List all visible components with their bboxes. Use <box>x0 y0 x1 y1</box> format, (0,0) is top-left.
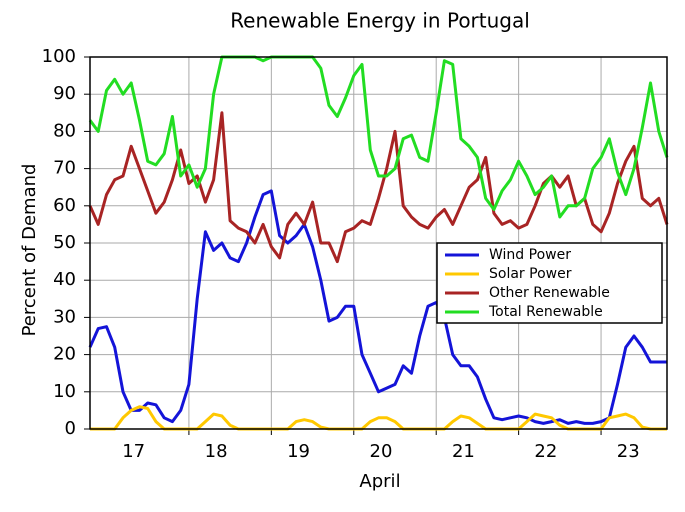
chart-title: Renewable Energy in Portugal <box>230 9 530 33</box>
legend-label: Solar Power <box>489 266 572 282</box>
x-tick-label: 19 <box>287 441 310 462</box>
legend: Wind Power Solar Power Other Renewable Tota… <box>436 242 663 324</box>
x-tick-label: 23 <box>617 441 640 462</box>
legend-label: Total Renewable <box>488 304 603 320</box>
x-tick-label: 17 <box>122 441 145 462</box>
y-tick-label: 20 <box>53 344 76 365</box>
series-line <box>88 111 669 264</box>
y-tick-label: 30 <box>53 306 76 327</box>
x-tick-label: 22 <box>534 441 557 462</box>
series-line <box>88 189 667 425</box>
legend-label: Other Renewable <box>489 285 610 301</box>
y-axis-label: Percent of Demand <box>19 164 40 337</box>
plot-frame <box>89 56 668 430</box>
legend-box <box>436 242 663 324</box>
y-tick-label: 70 <box>53 158 76 179</box>
x-tick-label: 18 <box>205 441 228 462</box>
x-tick-label: 20 <box>370 441 393 462</box>
series-line <box>88 55 669 219</box>
y-tick-label: 100 <box>42 46 76 67</box>
y-tick-label: 10 <box>53 381 76 402</box>
x-axis-label: April <box>359 471 400 492</box>
y-tick-label: 0 <box>65 418 76 439</box>
y-tick-label: 40 <box>53 269 76 290</box>
x-tick-label: 21 <box>452 441 475 462</box>
y-tick-label: 90 <box>53 83 76 104</box>
y-tick-label: 50 <box>53 232 76 253</box>
legend-label: Wind Power <box>489 247 571 263</box>
y-tick-label: 60 <box>53 195 76 216</box>
y-tick-label: 80 <box>53 120 76 141</box>
